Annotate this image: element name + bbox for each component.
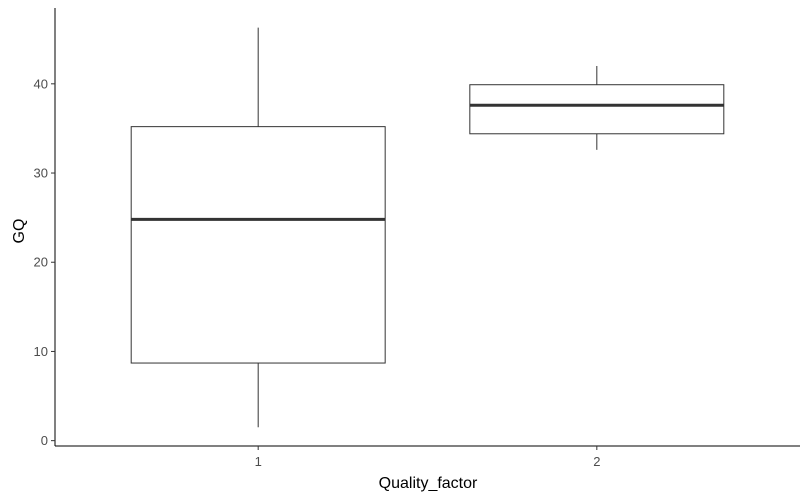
box-1 — [130, 27, 386, 428]
box-2 — [469, 65, 725, 150]
y-axis-title: GQ — [11, 219, 28, 244]
iqr-box-1 — [130, 126, 386, 364]
x-tick-label-2: 2 — [593, 454, 600, 469]
y-tick-label-20: 20 — [34, 255, 48, 270]
y-tick-label-10: 10 — [34, 344, 48, 359]
y-tick-label-40: 40 — [34, 76, 48, 91]
y-axis-ticks: 0 10 20 30 40 — [34, 76, 55, 448]
y-tick-label-30: 30 — [34, 166, 48, 181]
plot-area — [130, 27, 725, 428]
iqr-box-2 — [469, 84, 725, 135]
x-axis-title: Quality_factor — [379, 475, 478, 492]
y-tick-label-0: 0 — [41, 433, 48, 448]
x-tick-label-1: 1 — [255, 454, 262, 469]
